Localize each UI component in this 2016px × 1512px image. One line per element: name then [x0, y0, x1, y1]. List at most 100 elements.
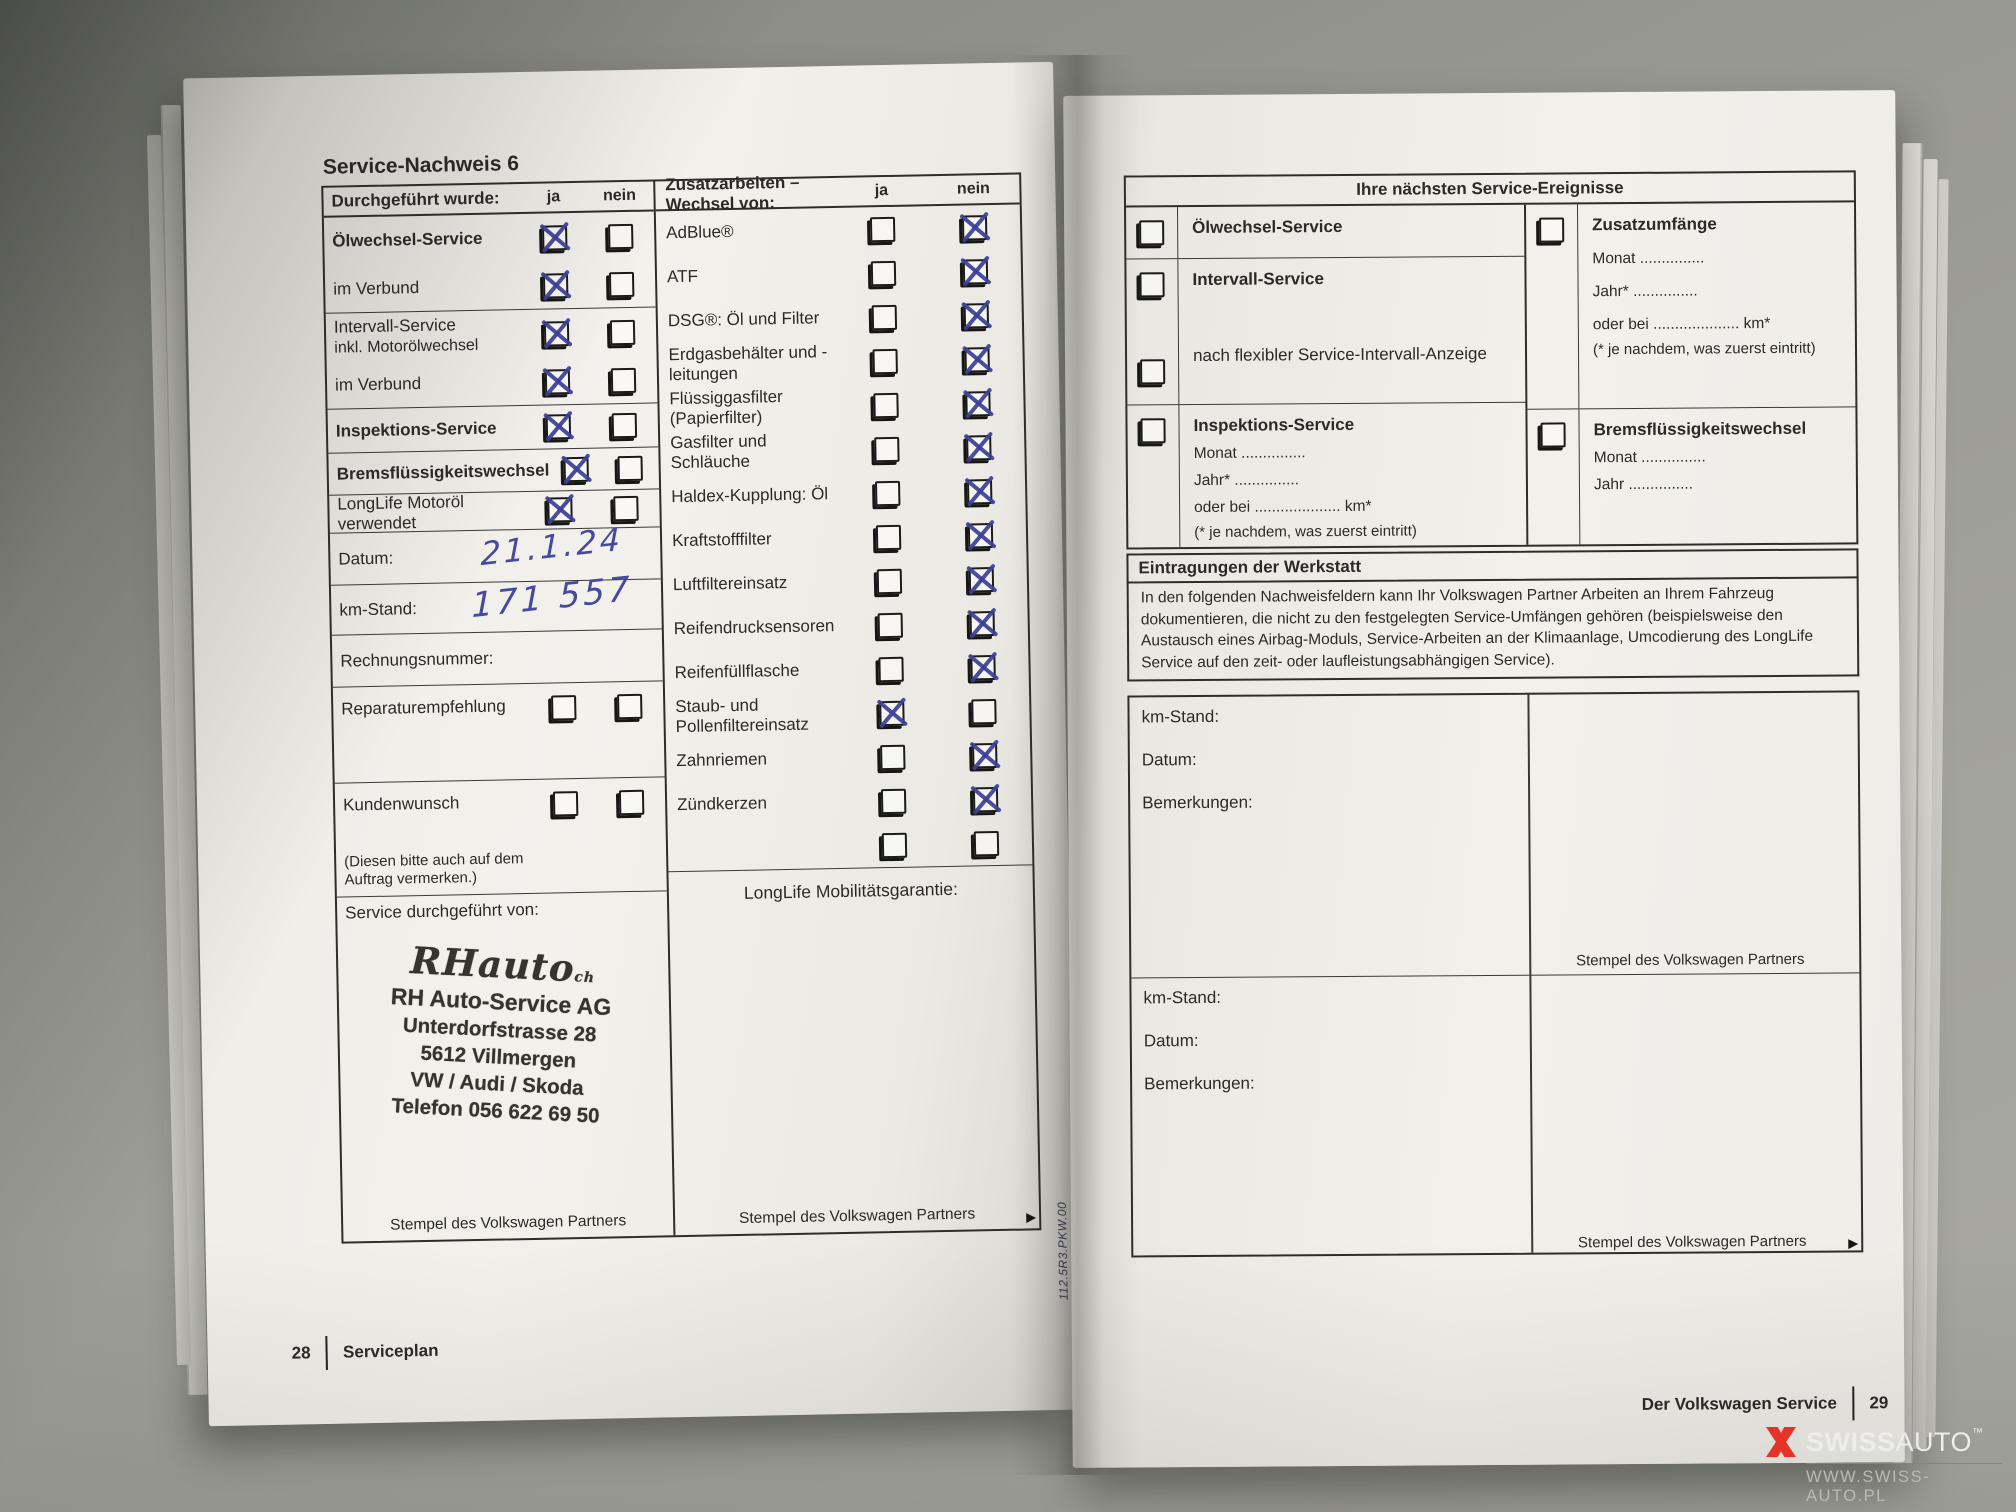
checkbox-ja [543, 320, 569, 347]
checkbox-nein [969, 610, 995, 636]
row-label: Intervall-Service [333, 315, 456, 337]
field-row-kundenwunsch: Kundenwunsch (Diesen bitte auch auf dem … [334, 777, 667, 898]
checkbox [1539, 217, 1565, 243]
checkbox [1139, 272, 1165, 298]
row-label: Erdgasbehälter und -leitungen [668, 342, 828, 385]
stamp-caption: Stempel des Volkswagen Partners [389, 1212, 627, 1234]
zusatz-row: DSG®: Öl und Filter [657, 292, 1022, 343]
zusatz-row: Flüssiggasfilter (Papierfilter) [659, 380, 1024, 431]
next-service-events-box: Ihre nächsten Service-Ereignisse Ölwechs… [1123, 170, 1859, 550]
checkbox-ja [873, 436, 900, 462]
row-label: Haldex-Kupplung: Öl [671, 484, 829, 507]
checkbox-ja [880, 788, 906, 814]
field-row-km: km-Stand: 171 557 [330, 569, 662, 636]
checkbox-ja [869, 216, 895, 242]
page-footer-right: Der Volkswagen Service 29 [1642, 1386, 1889, 1422]
record-box: km-Stand: Datum: Bemerkungen: Stempel de… [1131, 973, 1861, 1259]
row-label: Kraftstofffilter [671, 529, 772, 551]
row-label: Gasfilter und Schläuche [670, 431, 767, 473]
zusatzarbeiten-column: Zusatzarbeiten – Wechsel von: ja nein Ad… [655, 173, 1040, 1236]
event-label: Inspektions-Service [1193, 414, 1355, 436]
stamp-caption: Stempel des Volkswagen Partners [1575, 950, 1805, 970]
zusatz-row: ATF [657, 248, 1022, 299]
row-label: ATF [666, 266, 699, 287]
checkbox-nein [611, 412, 637, 439]
order-note: (Diesen bitte auch auf dem Auftrag verme… [344, 849, 524, 889]
dotted-line: Monat ............... [1593, 448, 1706, 467]
row-sublabel: inkl. Motorölwechsel [334, 336, 479, 357]
checkbox-nein [610, 367, 636, 393]
event-group: Ölwechsel-Service [1126, 204, 1525, 260]
dotted-line: Jahr* ............... [1193, 471, 1300, 490]
field-label: Datum: [338, 548, 394, 569]
field-row-reparaturempfehlung: Reparaturempfehlung [332, 681, 665, 784]
checkbox-nein [969, 654, 996, 680]
checkbox-ja [878, 700, 905, 726]
watermark-brand: SWISSAUTO™ [1806, 1426, 1984, 1457]
event-label: Bremsflüssigkeitswechsel [1593, 418, 1807, 440]
row-label: im Verbund [333, 277, 420, 299]
zusatz-row: Luftfiltereinsatz [663, 556, 1028, 607]
service-group: Intervall-Service inkl. Motorölwechsel im… [325, 307, 658, 410]
print-code: 112.5R3.PKW.00 [1054, 1201, 1071, 1300]
row-label: im Verbund [334, 373, 422, 395]
row-label: Reifendrucksensoren [673, 616, 835, 639]
service-row: Intervall-Service inkl. Motorölwechsel [326, 307, 657, 361]
footnote: (* je nachdem, was zuerst eintritt) [1194, 522, 1417, 542]
column-header-ja: ja [874, 181, 889, 200]
checkbox-ja [871, 304, 897, 330]
service-row: LongLife Motoröl verwendet [329, 489, 660, 534]
stamp-caption: Stempel des Volkswagen Partners [738, 1205, 976, 1228]
event-label: nach flexibler Service-Intervall-Anzeige [1192, 343, 1487, 366]
checkbox-nein [970, 698, 997, 724]
record-field: Datum: [1141, 750, 1197, 770]
performed-column: Durchgeführt wurde: ja nein Ölwechsel-Se… [323, 181, 676, 1242]
zusatz-row: Kraftstofffilter [662, 512, 1027, 563]
checkbox [1540, 422, 1566, 448]
checkbox [1139, 220, 1165, 246]
field-label: Kundenwunsch [342, 793, 460, 815]
row-label: Zahnriemen [676, 749, 768, 771]
event-label: Ölwechsel-Service [1192, 216, 1343, 238]
watermark-divider [1806, 1462, 2002, 1464]
checkbox-nein [966, 478, 992, 505]
column-header-ja: ja [546, 188, 561, 206]
row-label: AdBlue® [666, 221, 734, 243]
longlife-label: LongLife Mobilitätsgarantie: [743, 878, 959, 903]
longlife-section: LongLife Mobilitätsgarantie: Stempel des… [668, 864, 1040, 1236]
zusatz-row: Staub- und Pollenfiltereinsatz [665, 688, 1030, 739]
row-label: Flüssiggasfilter (Papierfilter) [669, 387, 783, 429]
checkbox-ja [872, 392, 899, 418]
dotted-line: Jahr ............... [1593, 475, 1694, 494]
dotted-line: oder bei .................... km* [1592, 314, 1771, 334]
checkbox-ja [545, 414, 571, 440]
row-label: Zündkerzen [676, 793, 768, 815]
checkbox-nein [964, 390, 991, 417]
dotted-line: Monat ............... [1193, 444, 1306, 463]
zusatz-row: Zahnriemen [666, 732, 1031, 783]
checkbox-ja [563, 456, 589, 483]
checkbox-nein [608, 271, 634, 297]
service-row: Ölwechsel-Service [324, 211, 655, 265]
checkbox-ja [877, 612, 903, 638]
checkbox-nein [973, 830, 999, 856]
checkbox-ja [874, 480, 900, 506]
checkbox-ja [876, 568, 902, 594]
checkbox-ja [871, 348, 898, 374]
footer-label: Der Volkswagen Service [1641, 1393, 1838, 1414]
events-right-column: Zusatzumfänge Monat ............... Jahr… [1525, 202, 1856, 545]
page-right: Ihre nächsten Service-Ereignisse Ölwechs… [1063, 90, 1905, 1468]
column-header-nein: nein [956, 180, 991, 198]
checkbox-ja [552, 791, 578, 817]
events-left-column: Ölwechsel-Service Intervall-Service nach… [1126, 204, 1529, 548]
werkstatt-paragraph: In den folgenden Nachweisfeldern kann Ih… [1126, 576, 1860, 682]
page-number: 28 [291, 1343, 311, 1363]
checkbox-nein [962, 258, 988, 285]
event-group: Bremsflüssigkeitswechsel Monat .........… [1527, 407, 1856, 545]
field-label: Reparaturempfehlung [341, 696, 506, 719]
checkbox-ja [542, 272, 568, 299]
footer-label: Serviceplan [342, 1340, 439, 1362]
checkbox-ja [875, 524, 901, 550]
service-booklet: Service-Nachweis 6 Durchgeführt wurde: j… [146, 55, 1980, 1475]
zusatz-row: Reifenfüllflasche [664, 644, 1029, 695]
